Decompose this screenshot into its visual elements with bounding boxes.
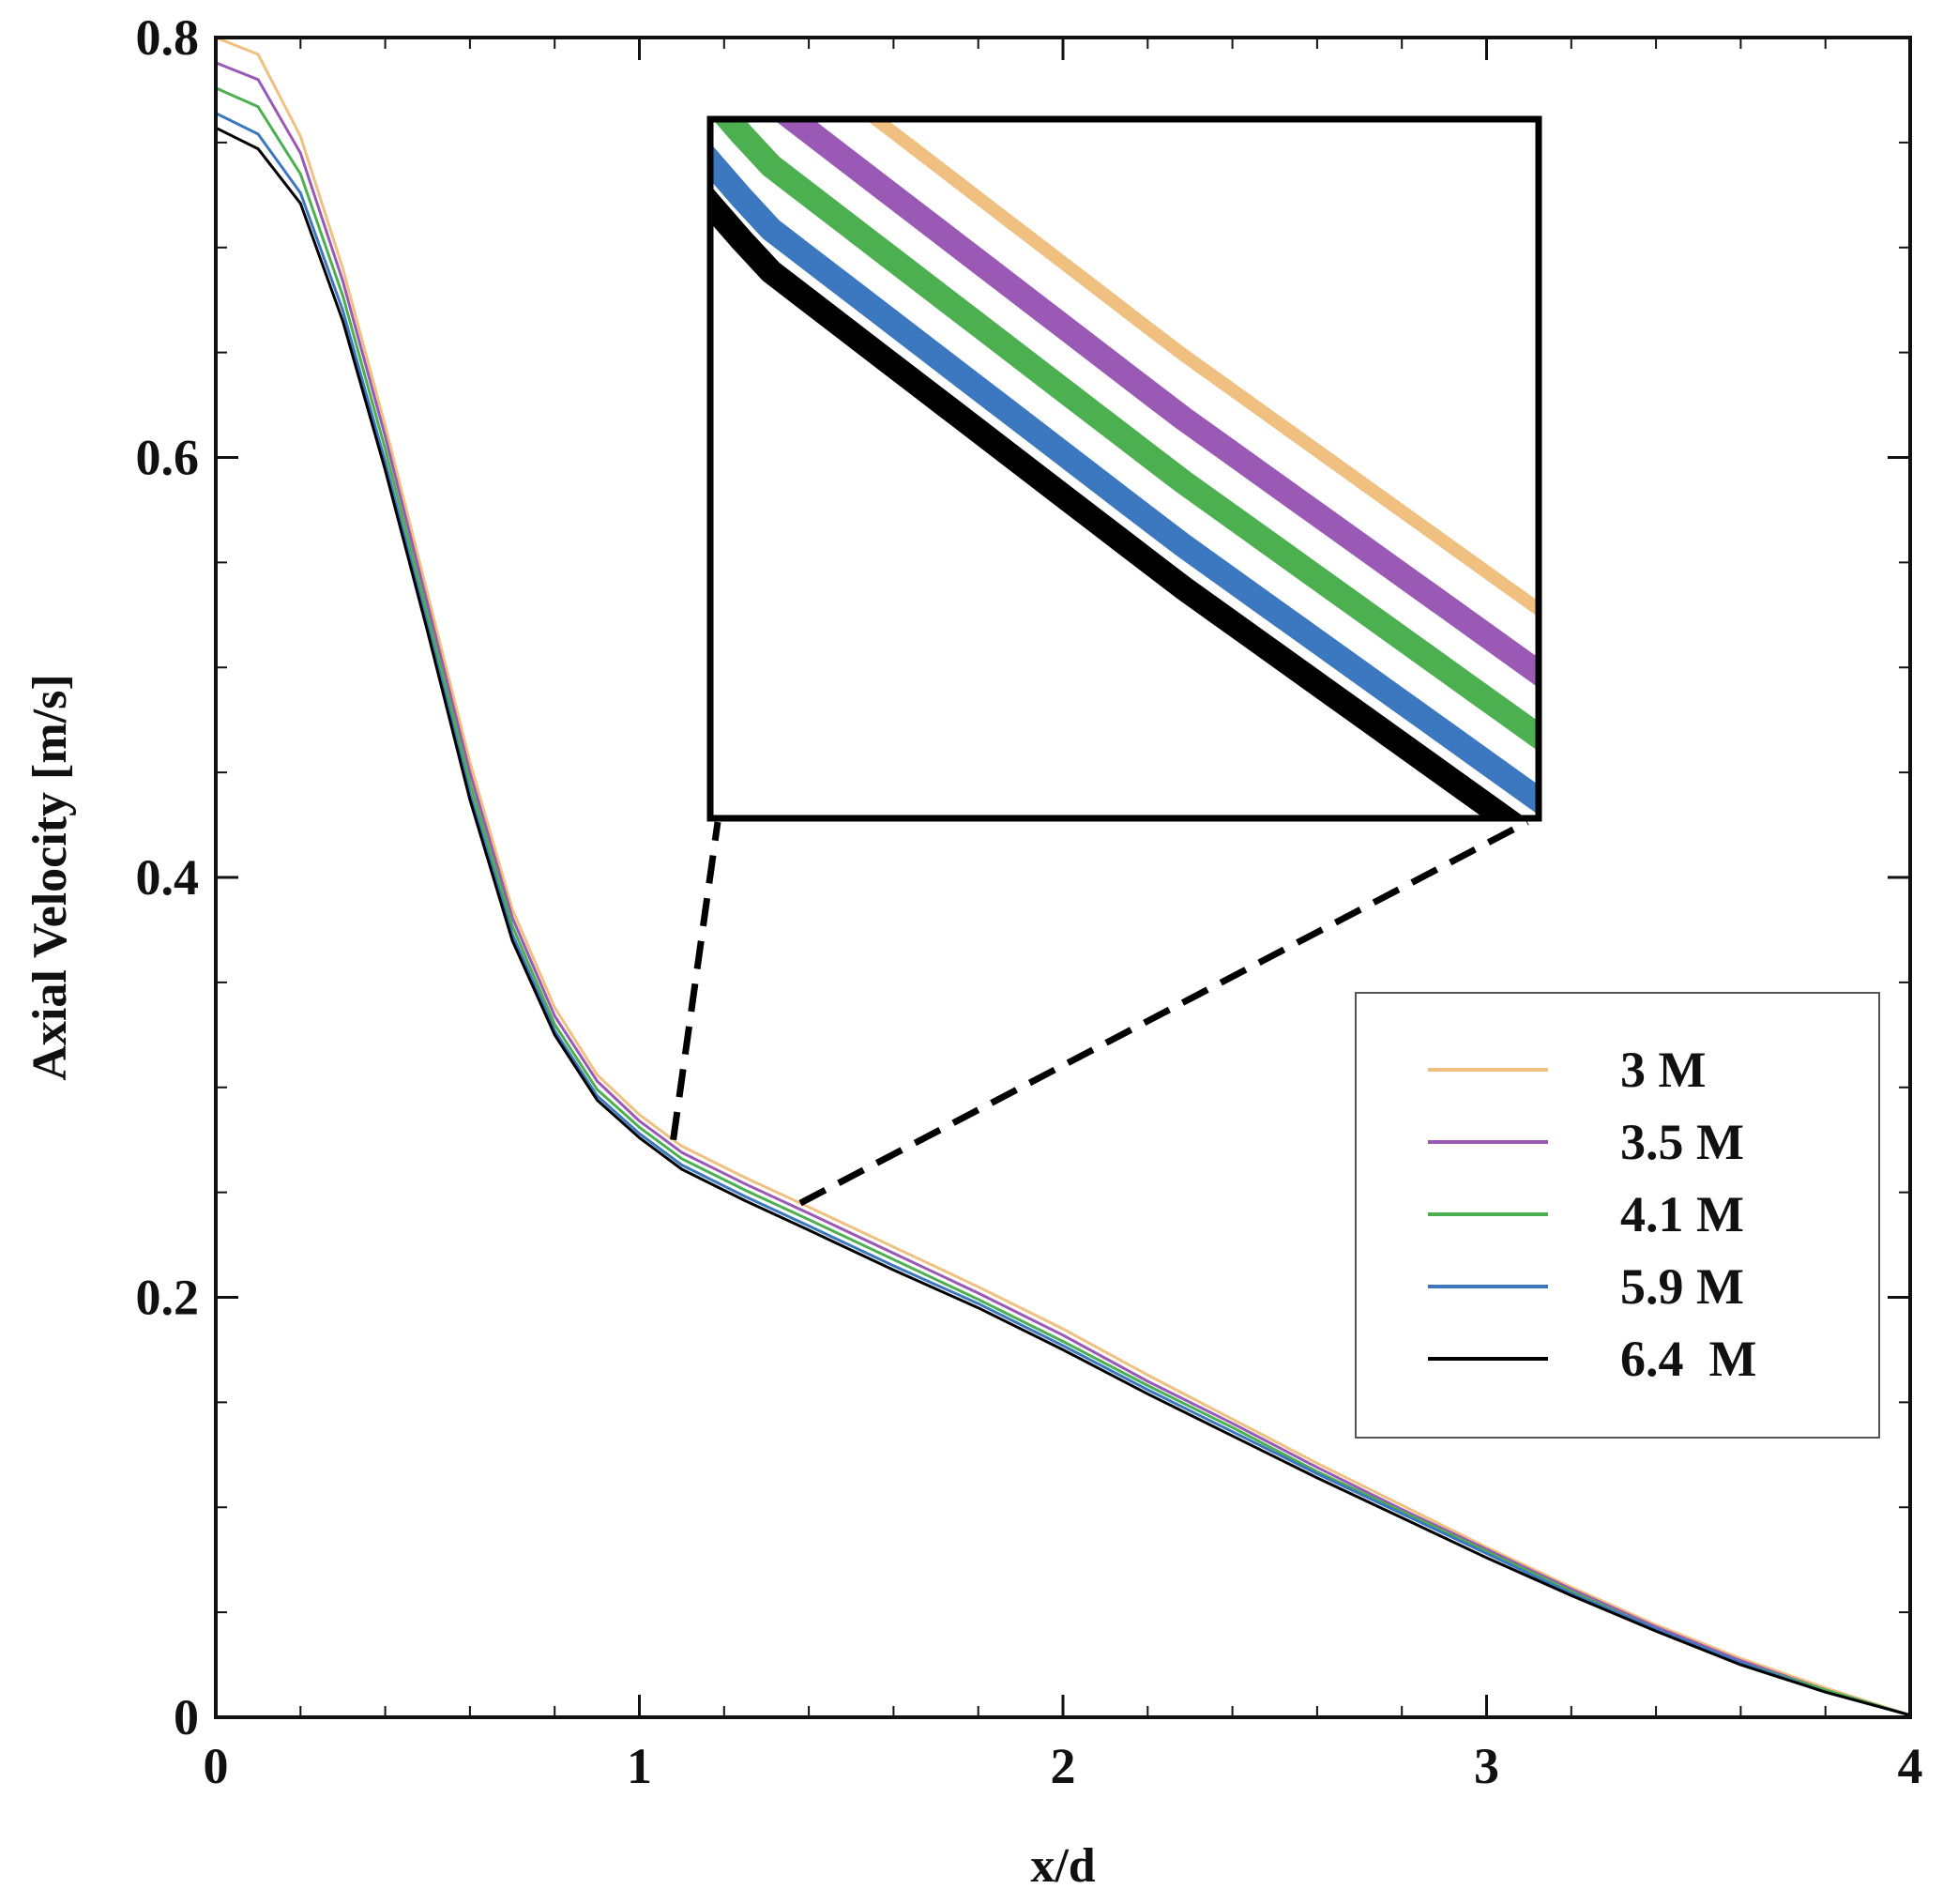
inset-series-line-3 xyxy=(712,119,1539,752)
series-line-1 xyxy=(215,36,1911,1717)
zoom-connector-left xyxy=(670,821,721,1141)
zoom-inset xyxy=(706,115,1542,822)
series-line-4 xyxy=(215,112,1911,1717)
series-line-2 xyxy=(215,61,1911,1717)
inset-series-line-1 xyxy=(865,119,1539,617)
inset-series-lines xyxy=(710,119,1539,818)
y-axis-title: Axial Velocity [m/s] xyxy=(23,674,77,1080)
legend-label-3: 4.1 M xyxy=(1620,1186,1744,1242)
y-tick-labels: 0 0.2 0.4 0.6 0.8 xyxy=(136,9,200,1745)
y-tick-label: 0.2 xyxy=(136,1270,200,1326)
legend: 3 M 3.5 M 4.1 M 5.9 M 6.4 M xyxy=(1355,992,1880,1439)
x-tick-label: 0 xyxy=(204,1738,229,1794)
legend-label-1: 3 M xyxy=(1620,1042,1706,1098)
inset-frame xyxy=(706,115,1542,822)
legend-label-5: 6.4 M xyxy=(1620,1331,1756,1387)
x-tick-label: 3 xyxy=(1474,1738,1499,1794)
zoom-connectors xyxy=(670,818,1529,1207)
x-tick-labels: 0 1 2 3 4 xyxy=(204,1738,1923,1794)
series-line-3 xyxy=(215,86,1911,1717)
x-tick-label: 4 xyxy=(1898,1738,1923,1794)
y-tick-label: 0 xyxy=(174,1689,199,1745)
x-tick-label: 2 xyxy=(1051,1738,1076,1794)
legend-label-4: 5.9 M xyxy=(1620,1258,1744,1315)
series-line-5 xyxy=(215,126,1911,1717)
y-tick-label: 0.6 xyxy=(136,430,200,486)
inset-series-line-4 xyxy=(710,143,1539,815)
y-tick-label: 0.8 xyxy=(136,9,200,66)
series-lines xyxy=(215,36,1911,1717)
zoom-connector-right xyxy=(798,818,1529,1207)
x-tick-label: 1 xyxy=(627,1738,652,1794)
x-axis-title: x/d xyxy=(1030,1839,1095,1893)
plot-frame xyxy=(214,36,1912,1719)
inset-series-line-5 xyxy=(710,185,1526,818)
y-tick-label: 0.4 xyxy=(136,849,200,906)
legend-label-2: 3.5 M xyxy=(1620,1114,1744,1170)
inset-series-line-2 xyxy=(772,119,1539,689)
